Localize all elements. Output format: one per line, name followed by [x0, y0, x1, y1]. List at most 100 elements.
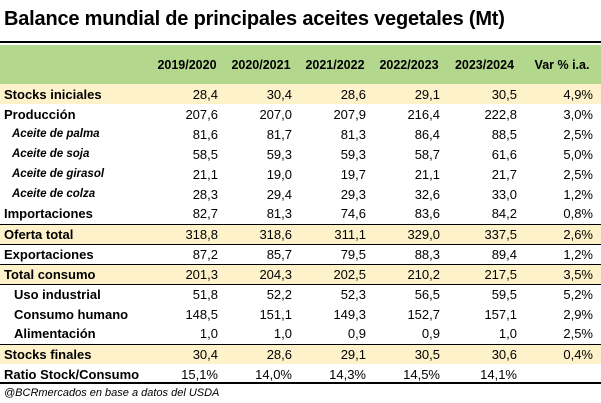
cell-value: 148,5 [185, 306, 218, 322]
cell-value: 59,5 [491, 286, 517, 302]
cell-value: 58,7 [414, 146, 440, 162]
cell-value: 87,2 [192, 246, 218, 262]
cell-value: 59,3 [266, 146, 292, 162]
cell-value: 81,7 [266, 126, 292, 142]
row-aceite-palma: Aceite de palma 81,6 81,7 81,3 86,4 88,5… [0, 124, 601, 144]
title-divider [0, 41, 601, 43]
cell-value: 29,4 [266, 186, 292, 202]
cell-value: 202,5 [298, 263, 372, 285]
cell-value: 149,3 [333, 306, 366, 322]
row-label: Aceite de girasol [12, 168, 105, 180]
cell-value: 311,1 [298, 223, 372, 245]
cell-var: 2,5% [563, 126, 593, 142]
cell-var: 2,5% [563, 166, 593, 182]
cell-value: 329,0 [372, 223, 446, 245]
cell-value: 14,3% [329, 366, 366, 382]
cell-value: 30,4 [150, 343, 224, 364]
header-cell-2022-2023: 2022/2023 [379, 57, 439, 72]
cell-value: 337,5 [446, 223, 523, 245]
cell-value: 28,6 [224, 343, 298, 364]
cell-value: 14,1% [480, 366, 517, 382]
cell-var: 1,2% [563, 246, 593, 262]
header-row: 2019/2020 2020/2021 2021/2022 2022/2023 … [0, 45, 601, 84]
cell-value: 152,7 [407, 306, 440, 322]
cell-value: 29,1 [414, 86, 440, 102]
cell-value: 29,3 [340, 186, 366, 202]
cell-value: 0,9 [347, 326, 366, 342]
cell-value: 32,6 [414, 186, 440, 202]
table-title: Balance mundial de principales aceites v… [4, 8, 505, 30]
cell-value: 33,0 [491, 186, 517, 202]
row-uso-industrial: Uso industrial 51,8 52,2 52,3 56,5 59,5 … [0, 284, 601, 304]
header-cell-2023-2024: 2023/2024 [454, 57, 515, 72]
cell-var: 2,9% [563, 306, 593, 322]
cell-value: 157,1 [484, 306, 517, 322]
cell-var: 3,5% [523, 263, 601, 285]
cell-value: 85,7 [266, 246, 292, 262]
cell-value: 81,3 [340, 126, 366, 142]
row-label: Aceite de palma [12, 128, 100, 140]
cell-var: 2,5% [563, 326, 593, 342]
cell-value: 14,5% [403, 366, 440, 382]
row-label: Consumo humano [14, 306, 129, 322]
row-label: Alimentación [14, 326, 96, 342]
cell-value: 318,8 [150, 223, 224, 245]
header-cell-blank [0, 45, 150, 84]
row-label: Uso industrial [14, 286, 101, 302]
cell-value: 151,1 [259, 306, 292, 322]
cell-value: 28,6 [340, 86, 366, 102]
cell-value: 1,0 [498, 326, 517, 342]
cell-value: 82,7 [192, 206, 218, 222]
cell-value: 222,8 [484, 106, 517, 122]
row-stocks-iniciales: Stocks iniciales 28,4 30,4 28,6 29,1 30,… [0, 84, 601, 104]
row-label: Aceite de colza [12, 188, 96, 200]
row-alimentacion: Alimentación 1,0 1,0 0,9 0,9 1,0 2,5% [0, 324, 601, 344]
cell-value: 81,6 [192, 126, 218, 142]
row-label: Total consumo [0, 263, 150, 285]
cell-value: 21,1 [414, 166, 440, 182]
cell-var: 3,0% [563, 106, 593, 122]
cell-value: 61,6 [491, 146, 517, 162]
row-label: Oferta total [0, 223, 150, 245]
row-label: Producción [4, 106, 76, 122]
cell-var: 4,9% [563, 86, 593, 102]
row-consumo-humano: Consumo humano 148,5 151,1 149,3 152,7 1… [0, 304, 601, 324]
header-cell-2021-2022: 2021/2022 [305, 57, 365, 72]
cell-var: 1,2% [563, 186, 593, 202]
cell-value: 86,4 [414, 126, 440, 142]
cell-value: 201,3 [150, 263, 224, 285]
cell-value: 74,6 [340, 206, 366, 222]
cell-value: 29,1 [298, 343, 372, 364]
row-ratio-stock-consumo: Ratio Stock/Consumo 15,1% 14,0% 14,3% 14… [0, 364, 601, 384]
cell-value: 1,0 [199, 326, 218, 342]
row-label: Stocks iniciales [4, 86, 102, 102]
row-aceite-colza: Aceite de colza 28,3 29,4 29,3 32,6 33,0… [0, 184, 601, 204]
cell-value: 21,1 [192, 166, 218, 182]
cell-value: 210,2 [372, 263, 446, 285]
row-label: Importaciones [4, 206, 93, 222]
cell-value: 89,4 [491, 246, 517, 262]
cell-value: 30,5 [372, 343, 446, 364]
cell-value: 204,3 [224, 263, 298, 285]
cell-value: 30,5 [491, 86, 517, 102]
cell-value: 58,5 [192, 146, 218, 162]
cell-value: 88,3 [414, 246, 440, 262]
header-cell-2019-2020: 2019/2020 [157, 57, 217, 72]
header-cell-var: Var % i.a. [534, 57, 590, 72]
cell-value: 52,3 [340, 286, 366, 302]
cell-value: 28,3 [192, 186, 218, 202]
cell-value: 52,2 [266, 286, 292, 302]
row-label: Aceite de soja [12, 148, 90, 160]
cell-value: 207,6 [185, 106, 218, 122]
cell-value: 51,8 [192, 286, 218, 302]
balance-table: 2019/2020 2020/2021 2021/2022 2022/2023 … [0, 45, 601, 384]
cell-value: 217,5 [446, 263, 523, 285]
cell-value: 207,0 [259, 106, 292, 122]
cell-value: 79,5 [340, 246, 366, 262]
row-total-consumo: Total consumo 201,3 204,3 202,5 210,2 21… [0, 263, 601, 285]
cell-value: 19,0 [266, 166, 292, 182]
cell-value: 88,5 [491, 126, 517, 142]
row-label: Ratio Stock/Consumo [4, 366, 140, 382]
cell-value: 318,6 [224, 223, 298, 245]
cell-value: 15,1% [181, 366, 218, 382]
